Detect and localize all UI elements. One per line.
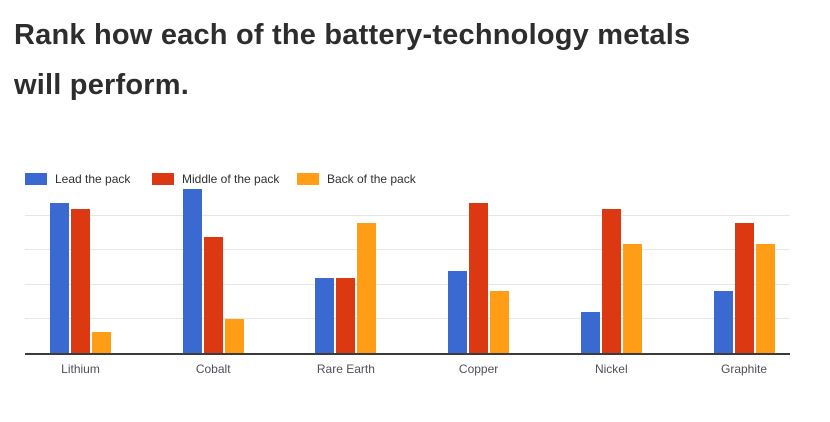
legend-swatch-icon bbox=[297, 173, 319, 185]
bar-group-nickel bbox=[580, 184, 642, 353]
bar-group-cobalt bbox=[182, 184, 244, 353]
bar-rare-earth-lead-the-pack[interactable] bbox=[315, 277, 335, 353]
x-axis-label-copper: Copper bbox=[458, 362, 499, 376]
legend-swatch-icon bbox=[25, 173, 47, 185]
bar-lithium-middle-of-the-pack[interactable] bbox=[71, 209, 90, 353]
legend-item-back-of-the-pack: Back of the pack bbox=[297, 171, 416, 187]
x-axis-label-lithium: Lithium bbox=[61, 362, 100, 376]
bar-graphite-lead-the-pack[interactable] bbox=[713, 291, 733, 353]
bar-rare-earth-back-of-the-pack[interactable] bbox=[357, 223, 377, 353]
bar-group-lithium bbox=[50, 184, 111, 353]
legend-item-lead-the-pack: Lead the pack bbox=[25, 171, 130, 187]
bar-cobalt-middle-of-the-pack[interactable] bbox=[203, 236, 223, 353]
bar-copper-back-of-the-pack[interactable] bbox=[490, 291, 510, 353]
bar-nickel-middle-of-the-pack[interactable] bbox=[601, 209, 621, 353]
x-axis-labels: Lithium Cobalt Rare Earth Copper Nickel Graph… bbox=[25, 362, 790, 378]
bar-group-graphite bbox=[713, 184, 775, 353]
legend-swatch-icon bbox=[152, 173, 174, 185]
legend-item-middle-of-the-pack: Middle of the pack bbox=[152, 171, 279, 187]
gridline-40 bbox=[25, 215, 790, 217]
chart-legend: Lead the pack Middle of the pack Back of t… bbox=[0, 171, 830, 187]
bar-cobalt-back-of-the-pack[interactable] bbox=[224, 318, 244, 353]
bar-cobalt-lead-the-pack[interactable] bbox=[182, 188, 202, 353]
bar-lithium-back-of-the-pack[interactable] bbox=[92, 332, 111, 353]
bar-copper-middle-of-the-pack[interactable] bbox=[469, 202, 489, 353]
bar-copper-lead-the-pack[interactable] bbox=[448, 270, 468, 353]
bar-rare-earth-middle-of-the-pack[interactable] bbox=[336, 277, 356, 353]
bar-graphite-back-of-the-pack[interactable] bbox=[755, 243, 775, 353]
gridline-20 bbox=[25, 283, 790, 285]
legend-label: Back of the pack bbox=[327, 172, 416, 186]
page-title: Rank how each of the battery-technology … bbox=[14, 19, 691, 101]
gridline-10 bbox=[25, 317, 790, 319]
bar-graphite-middle-of-the-pack[interactable] bbox=[734, 223, 754, 353]
bar-nickel-lead-the-pack[interactable] bbox=[580, 311, 600, 353]
bar-lithium-lead-the-pack[interactable] bbox=[50, 202, 69, 353]
chart-plot-area bbox=[25, 184, 790, 355]
gridline-30 bbox=[25, 249, 790, 251]
x-axis-label-nickel: Nickel bbox=[594, 362, 628, 376]
legend-label: Middle of the pack bbox=[182, 172, 280, 186]
x-axis-label-graphite: Graphite bbox=[720, 362, 768, 376]
bar-group-rare-earth bbox=[315, 184, 377, 353]
bar-nickel-back-of-the-pack[interactable] bbox=[622, 243, 642, 353]
x-axis-label-rare-earth: Rare Earth bbox=[316, 362, 375, 376]
legend-label: Lead the pack bbox=[55, 172, 131, 186]
x-axis-label-cobalt: Cobalt bbox=[195, 362, 231, 376]
bar-group-copper bbox=[448, 184, 510, 353]
